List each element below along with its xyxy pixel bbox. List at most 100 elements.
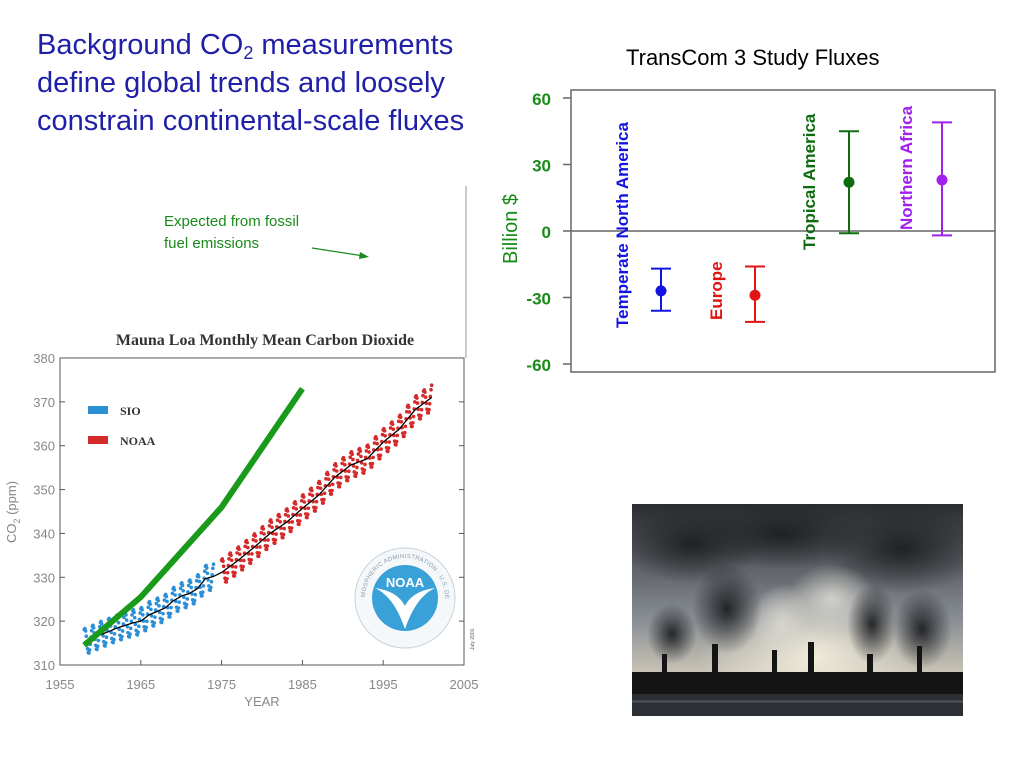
noaa-point — [294, 507, 299, 511]
noaa-point — [403, 424, 408, 429]
noaa-logo: NATIONAL OCEANIC AND ATMOSPHERIC ADMINIS… — [0, 0, 456, 649]
sio-point — [206, 578, 210, 582]
noaa-point — [326, 472, 330, 477]
mauna-loa-x-tick-label: 1965 — [126, 677, 155, 692]
noaa-point — [375, 441, 379, 446]
noaa-point — [259, 530, 264, 535]
noaa-point — [387, 440, 392, 444]
sio-point — [209, 585, 213, 590]
noaa-point — [291, 506, 296, 510]
transcom-y-tick-label: 30 — [532, 157, 551, 176]
noaa-point — [285, 509, 290, 513]
smokestack-photo — [632, 504, 963, 716]
mauna-loa-x-ticks: 1955 1965 1975 1985 1995 2005 — [46, 660, 478, 692]
sio-point — [133, 622, 138, 627]
sio-point — [83, 629, 88, 633]
noaa-point — [326, 477, 331, 482]
sio-point — [170, 591, 175, 596]
sio-point — [159, 620, 164, 625]
sio-point — [209, 579, 214, 584]
noaa-point — [338, 475, 343, 480]
sio-point — [192, 598, 197, 603]
flux-point — [749, 289, 761, 301]
noaa-point — [383, 433, 388, 438]
sio-point — [151, 624, 156, 628]
sio-point — [135, 633, 140, 637]
sio-point — [143, 628, 148, 633]
annotation-arrow-head — [359, 252, 369, 259]
sio-point — [111, 640, 115, 645]
noaa-point — [297, 519, 302, 523]
noaa-point — [251, 537, 256, 542]
sio-point — [153, 615, 157, 619]
sio-point — [210, 572, 214, 577]
noaa-point — [274, 532, 278, 536]
noaa-point — [221, 559, 225, 564]
noaa-point — [355, 465, 359, 470]
noaa-point — [310, 488, 314, 493]
sio-point — [208, 588, 212, 593]
noaa-point — [248, 561, 253, 566]
sio-point — [119, 637, 124, 642]
noaa-point — [249, 558, 254, 562]
noaa-point — [398, 415, 403, 419]
sio-point — [193, 592, 198, 597]
sio-point — [149, 614, 154, 618]
noaa-point — [265, 544, 270, 548]
mauna-loa-x-label: YEAR — [244, 694, 279, 709]
mauna-loa-x-tick-label: 1955 — [46, 677, 75, 692]
sio-point — [125, 624, 130, 629]
sio-point — [113, 624, 118, 629]
sio-point — [121, 622, 126, 626]
sio-point — [189, 585, 194, 590]
legend-label-noaa: NOAA — [120, 434, 156, 448]
noaa-point — [322, 491, 327, 496]
y-label-co: CO — [4, 524, 19, 544]
sio-point — [188, 580, 193, 585]
noaa-point — [411, 421, 415, 425]
sio-point — [169, 605, 173, 610]
sio-point — [138, 611, 142, 615]
noaa-point — [262, 532, 266, 536]
noaa-point — [313, 509, 317, 513]
flux-point — [936, 174, 948, 186]
transcom-y-tick-label: 0 — [542, 223, 551, 242]
noaa-point — [232, 574, 237, 578]
sio-point — [182, 595, 186, 600]
noaa-point — [338, 481, 342, 486]
sio-point — [145, 619, 149, 624]
noaa-point — [396, 419, 401, 424]
noaa-point — [267, 523, 272, 528]
mauna-loa-y-tick-label: 320 — [33, 614, 55, 629]
noaa-point — [419, 413, 423, 418]
sio-point — [202, 569, 207, 574]
sio-point — [157, 610, 162, 615]
noaa-point — [272, 541, 277, 546]
category-label: Northern Africa — [897, 105, 916, 230]
noaa-point — [233, 571, 237, 575]
noaa-point — [253, 534, 258, 538]
sio-point — [120, 629, 125, 633]
sio-point — [84, 634, 89, 639]
mauna-loa-x-tick-label: 1975 — [207, 677, 236, 692]
sio-point — [103, 644, 107, 648]
noaa-point — [380, 432, 385, 437]
noaa-point — [322, 497, 326, 502]
noaa-point — [221, 564, 226, 569]
noaa-point — [330, 482, 335, 487]
noaa-point — [350, 452, 355, 457]
noaa-point — [415, 396, 419, 400]
sio-point — [177, 600, 181, 604]
noaa-point — [281, 535, 285, 540]
noaa-point — [337, 484, 342, 489]
sio-series — [82, 562, 216, 655]
noaa-point — [415, 401, 420, 405]
noaa-point — [229, 558, 234, 563]
y-label-sub: 2 — [12, 519, 22, 524]
noaa-point — [402, 430, 407, 435]
sio-point — [172, 588, 177, 592]
sio-point — [161, 604, 166, 609]
sio-point — [103, 641, 108, 645]
sio-point — [128, 632, 132, 636]
sio-point — [196, 574, 201, 579]
